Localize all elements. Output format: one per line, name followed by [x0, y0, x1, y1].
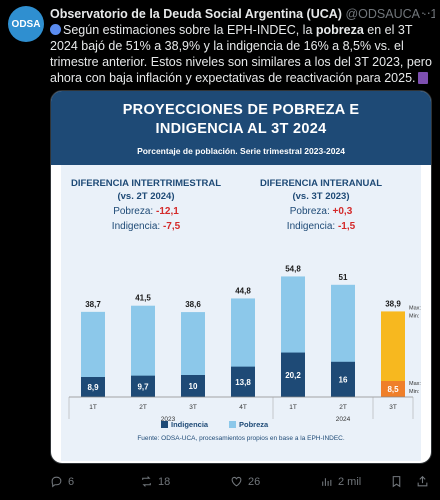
tick-label: 3T: [189, 404, 197, 411]
diff-label: Pobreza:: [289, 206, 333, 217]
label-indigencia: 8,5: [387, 385, 399, 394]
bar-indigencia: [131, 375, 155, 397]
reply-icon: [51, 476, 62, 488]
diff-title: DIFERENCIA INTERANUAL: [259, 178, 383, 189]
projection-annotation: Max: 9,5: [409, 381, 421, 387]
label-indigencia: 13,8: [235, 378, 251, 387]
chart-title-line2: INDIGENCIA AL 3T 2024: [155, 121, 327, 137]
label-pobreza: 38,7: [85, 300, 101, 309]
hourglass-icon: [417, 72, 428, 84]
diff-title-period: (vs. 2T 2024): [117, 191, 175, 202]
chart-body: DIFERENCIA INTERTRIMESTRAL (vs. 2T 2024)…: [61, 165, 421, 461]
bar-chart: 38,7 8,9 1T 41,5 9,7 2T 38,6 10 3T 44,8 13,8 4T 54,8…: [68, 264, 421, 429]
more-options-icon[interactable]: ···: [415, 4, 432, 20]
diff-value: -1,5: [337, 221, 356, 232]
legend-label-indigencia: Indigencia: [171, 420, 209, 429]
diff-label: Indigencia:: [286, 221, 338, 232]
chart-header: PROYECCIONES DE POBREZA E INDIGENCIA AL …: [51, 91, 431, 165]
label-indigencia: 20,2: [285, 371, 301, 380]
like-count: 26: [248, 475, 261, 488]
diff-interanual: DIFERENCIA INTERANUAL (vs. 3T 2023) Pobr…: [236, 177, 406, 234]
diff-indigencia: Indigencia: -7,5: [61, 220, 231, 234]
author-name[interactable]: Observatorio de la Deuda Social Argentin…: [50, 7, 342, 21]
year-label: 2024: [336, 416, 351, 423]
retweet-icon: [142, 476, 151, 487]
bar-indigencia: [231, 366, 255, 397]
legend-label-pobreza: Pobreza: [239, 420, 269, 429]
share-icon: [417, 475, 428, 487]
tick-label: 2T: [139, 404, 147, 411]
tick-label: 1T: [289, 404, 297, 411]
tweet-text-part: Según estimaciones sobre la EPH-INDEC, l…: [63, 23, 316, 37]
label-pobreza: 38,6: [185, 300, 201, 309]
chart-title-line1: PROYECCIONES DE POBREZA E: [122, 102, 360, 118]
tweet-time[interactable]: · 14h: [422, 7, 435, 21]
label-pobreza: 44,8: [235, 286, 251, 295]
diff-value: -7,5: [162, 221, 181, 232]
diff-title-period: (vs. 3T 2023): [292, 191, 350, 202]
tweet-text-bold: pobreza: [315, 23, 364, 37]
projection-annotation: Min: 37,6: [409, 313, 421, 319]
tweet-text: Según estimaciones sobre la EPH-INDEC, l…: [50, 22, 432, 86]
avatar[interactable]: ODSA: [8, 6, 44, 42]
diff-intertrimestral: DIFERENCIA INTERTRIMESTRAL (vs. 2T 2024)…: [61, 177, 231, 234]
heart-icon: [231, 476, 242, 487]
views-count: 2 mil: [338, 475, 362, 488]
diff-value: -12,1: [156, 206, 179, 217]
tick-label: 1T: [89, 404, 97, 411]
tweet-image[interactable]: PROYECCIONES DE POBREZA E INDIGENCIA AL …: [50, 90, 432, 464]
label-pobreza: 38,9: [385, 299, 401, 308]
year-label: 2023: [161, 416, 176, 423]
label-pobreza: 51: [339, 273, 348, 282]
chart-subtitle: Porcentaje de población. Serie trimestra…: [137, 146, 345, 156]
bar-indigencia: [81, 377, 105, 397]
projection-annotation: Min: 8,1: [409, 389, 421, 395]
bar-indigencia: [331, 361, 355, 397]
bar-indigencia: [381, 381, 405, 397]
tick-label: 3T: [389, 404, 397, 411]
tick-label: 2T: [339, 404, 347, 411]
projection-annotation: Max: 41,5: [409, 305, 421, 311]
diff-value: +0,3: [332, 206, 353, 217]
label-indigencia: 10: [189, 382, 198, 391]
views-icon: [322, 478, 332, 486]
diff-pobreza: Pobreza: -12,1: [61, 205, 231, 219]
label-indigencia: 9,7: [137, 382, 149, 391]
blue-circle-icon: [50, 24, 61, 35]
retweet-count: 18: [158, 475, 171, 488]
legend-swatch-pobreza: [229, 421, 236, 428]
label-pobreza: 41,5: [135, 294, 151, 303]
tick-label: 4T: [239, 404, 247, 411]
chart-source: Fuente: ODSA-UCA, procesamientos propios…: [137, 435, 345, 442]
tweet-actions: 6 18 26 2 mil: [50, 475, 432, 493]
tweet-text-part: en el 3T 2024 bajó de 51% a 38,9% y la i…: [50, 23, 432, 85]
tweet-header: Observatorio de la Deuda Social Argentin…: [50, 6, 435, 22]
share-button[interactable]: [416, 475, 429, 488]
bar-indigencia: [281, 352, 305, 397]
diff-label: Indigencia:: [111, 221, 163, 232]
like-button[interactable]: 26: [230, 475, 260, 488]
bar-indigencia: [181, 375, 205, 397]
bookmark-button[interactable]: [390, 475, 403, 488]
views-button[interactable]: 2 mil: [320, 475, 361, 488]
reply-count: 6: [68, 475, 75, 488]
chart-title: PROYECCIONES DE POBREZA E INDIGENCIA AL …: [51, 101, 431, 139]
legend-swatch-indigencia: [161, 421, 168, 428]
label-indigencia: 8,9: [87, 383, 99, 392]
diff-pobreza: Pobreza: +0,3: [236, 205, 406, 219]
label-indigencia: 16: [339, 375, 348, 384]
diff-indigencia: Indigencia: -1,5: [236, 220, 406, 234]
diff-label: Pobreza:: [113, 206, 156, 217]
diff-title: DIFERENCIA INTERTRIMESTRAL: [70, 178, 222, 189]
retweet-button[interactable]: 18: [140, 475, 170, 488]
bookmark-icon: [392, 476, 401, 488]
author-handle[interactable]: @ODSAUCA: [345, 7, 420, 21]
label-pobreza: 54,8: [285, 264, 301, 273]
reply-button[interactable]: 6: [50, 475, 74, 488]
